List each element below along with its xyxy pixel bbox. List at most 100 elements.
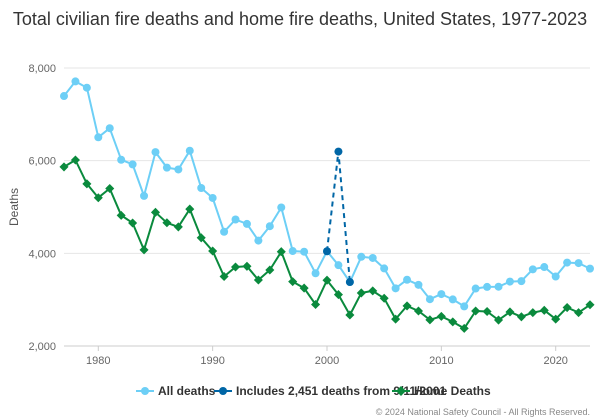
data-point-home-deaths[interactable]: [528, 308, 538, 318]
data-point-all-deaths[interactable]: [551, 272, 560, 281]
data-point-home-deaths[interactable]: [128, 218, 138, 228]
data-point-home-deaths[interactable]: [276, 247, 286, 257]
data-point-all-deaths[interactable]: [437, 290, 446, 299]
data-point-all-deaths[interactable]: [128, 160, 137, 169]
data-point-home-deaths[interactable]: [208, 246, 218, 256]
x-tick-label: 1990: [200, 355, 224, 367]
data-point-all-deaths[interactable]: [82, 83, 91, 92]
x-tick-label: 2000: [315, 355, 339, 367]
data-point-home-deaths[interactable]: [253, 275, 263, 285]
legend-marker-all-deaths: [141, 387, 149, 395]
data-point-all-deaths[interactable]: [425, 295, 434, 304]
data-point-all-deaths[interactable]: [334, 261, 343, 270]
legend-label-includes-911: Includes 2,451 deaths from 9/11/2001: [236, 384, 446, 398]
data-point-all-deaths[interactable]: [403, 275, 412, 284]
data-point-all-deaths[interactable]: [277, 203, 286, 212]
data-point-includes-911[interactable]: [323, 247, 331, 256]
data-point-home-deaths[interactable]: [139, 245, 149, 255]
legend-item-includes-911[interactable]: Includes 2,451 deaths from 9/11/2001: [214, 384, 446, 398]
y-tick-label: 2,000: [28, 341, 56, 353]
legend[interactable]: All deaths Includes 2,451 deaths from 9/…: [136, 384, 491, 398]
data-point-all-deaths[interactable]: [242, 219, 251, 228]
y-tick-label: 8,000: [28, 63, 56, 75]
data-point-all-deaths[interactable]: [448, 295, 457, 304]
data-point-home-deaths[interactable]: [82, 179, 92, 189]
data-point-all-deaths[interactable]: [574, 259, 583, 268]
data-point-all-deaths[interactable]: [300, 247, 309, 256]
data-point-all-deaths[interactable]: [105, 124, 114, 133]
data-point-home-deaths[interactable]: [242, 261, 252, 271]
data-point-home-deaths[interactable]: [196, 233, 206, 243]
series-layer: [59, 77, 595, 333]
data-point-home-deaths[interactable]: [162, 218, 172, 228]
x-tick-label: 2010: [429, 355, 453, 367]
data-point-all-deaths[interactable]: [391, 284, 400, 293]
data-point-all-deaths[interactable]: [540, 263, 549, 272]
data-point-home-deaths[interactable]: [345, 310, 355, 320]
data-point-all-deaths[interactable]: [71, 77, 80, 86]
data-point-all-deaths[interactable]: [528, 265, 537, 274]
data-point-home-deaths[interactable]: [436, 311, 446, 321]
gridlines: [64, 67, 590, 347]
data-point-home-deaths[interactable]: [288, 277, 298, 287]
data-point-home-deaths[interactable]: [219, 271, 229, 282]
data-point-all-deaths[interactable]: [414, 280, 423, 289]
data-point-all-deaths[interactable]: [288, 247, 297, 256]
data-point-all-deaths[interactable]: [311, 269, 320, 278]
data-point-home-deaths[interactable]: [105, 183, 115, 193]
data-point-all-deaths[interactable]: [563, 258, 572, 267]
data-point-all-deaths[interactable]: [254, 236, 263, 245]
data-point-all-deaths[interactable]: [220, 227, 229, 236]
data-point-all-deaths[interactable]: [380, 264, 389, 273]
legend-marker-includes-911: [219, 387, 227, 395]
y-tick-label: 4,000: [28, 248, 56, 260]
data-point-all-deaths[interactable]: [357, 252, 366, 261]
data-point-all-deaths[interactable]: [460, 302, 469, 311]
data-point-all-deaths[interactable]: [368, 253, 377, 262]
data-point-home-deaths[interactable]: [70, 155, 80, 165]
data-point-all-deaths[interactable]: [517, 277, 526, 286]
data-point-all-deaths[interactable]: [471, 284, 480, 293]
data-point-home-deaths[interactable]: [93, 193, 103, 203]
data-point-all-deaths[interactable]: [208, 193, 217, 202]
data-point-all-deaths[interactable]: [117, 155, 126, 164]
legend-label-home-deaths: Home Deaths: [414, 384, 491, 398]
data-point-all-deaths[interactable]: [505, 277, 514, 286]
data-point-home-deaths[interactable]: [230, 262, 241, 272]
data-point-home-deaths[interactable]: [116, 210, 126, 220]
y-axis-label: Deaths: [7, 188, 21, 226]
data-point-all-deaths[interactable]: [197, 184, 206, 193]
chart-title: Total civilian fire deaths and home fire…: [12, 9, 588, 29]
data-point-home-deaths[interactable]: [516, 312, 526, 322]
data-point-all-deaths[interactable]: [185, 146, 194, 155]
data-point-all-deaths[interactable]: [231, 215, 240, 224]
x-tick-label: 2020: [543, 355, 567, 367]
copyright-credit: © 2024 National Safety Council - All Rig…: [375, 407, 590, 417]
legend-label-all-deaths: All deaths: [158, 384, 216, 398]
data-point-home-deaths[interactable]: [356, 288, 366, 298]
data-point-all-deaths[interactable]: [140, 191, 149, 200]
series-includes-911: [323, 147, 354, 287]
data-point-home-deaths[interactable]: [59, 162, 69, 172]
y-tick-labels: 2,000 4,000 6,000 8,000: [28, 63, 56, 353]
data-point-includes-911[interactable]: [334, 147, 343, 156]
data-point-all-deaths[interactable]: [60, 92, 68, 101]
data-point-all-deaths[interactable]: [151, 148, 160, 157]
data-point-all-deaths[interactable]: [162, 163, 171, 172]
y-tick-label: 6,000: [28, 156, 56, 168]
series-line-home-deaths: [63, 159, 591, 330]
data-point-includes-911[interactable]: [345, 278, 354, 287]
data-point-all-deaths[interactable]: [265, 222, 274, 231]
series-all-deaths: [60, 77, 594, 311]
data-point-home-deaths[interactable]: [448, 317, 458, 327]
data-point-all-deaths[interactable]: [94, 133, 103, 142]
data-point-all-deaths[interactable]: [494, 282, 503, 291]
legend-item-all-deaths[interactable]: All deaths: [136, 384, 216, 398]
x-tick-labels: 1980 1990 2000 2010 2020: [86, 346, 568, 367]
data-point-all-deaths[interactable]: [586, 264, 594, 273]
data-point-all-deaths[interactable]: [174, 165, 183, 174]
data-point-all-deaths[interactable]: [483, 282, 492, 291]
legend-marker-home-deaths: [396, 386, 406, 396]
legend-item-home-deaths[interactable]: Home Deaths: [392, 384, 491, 398]
